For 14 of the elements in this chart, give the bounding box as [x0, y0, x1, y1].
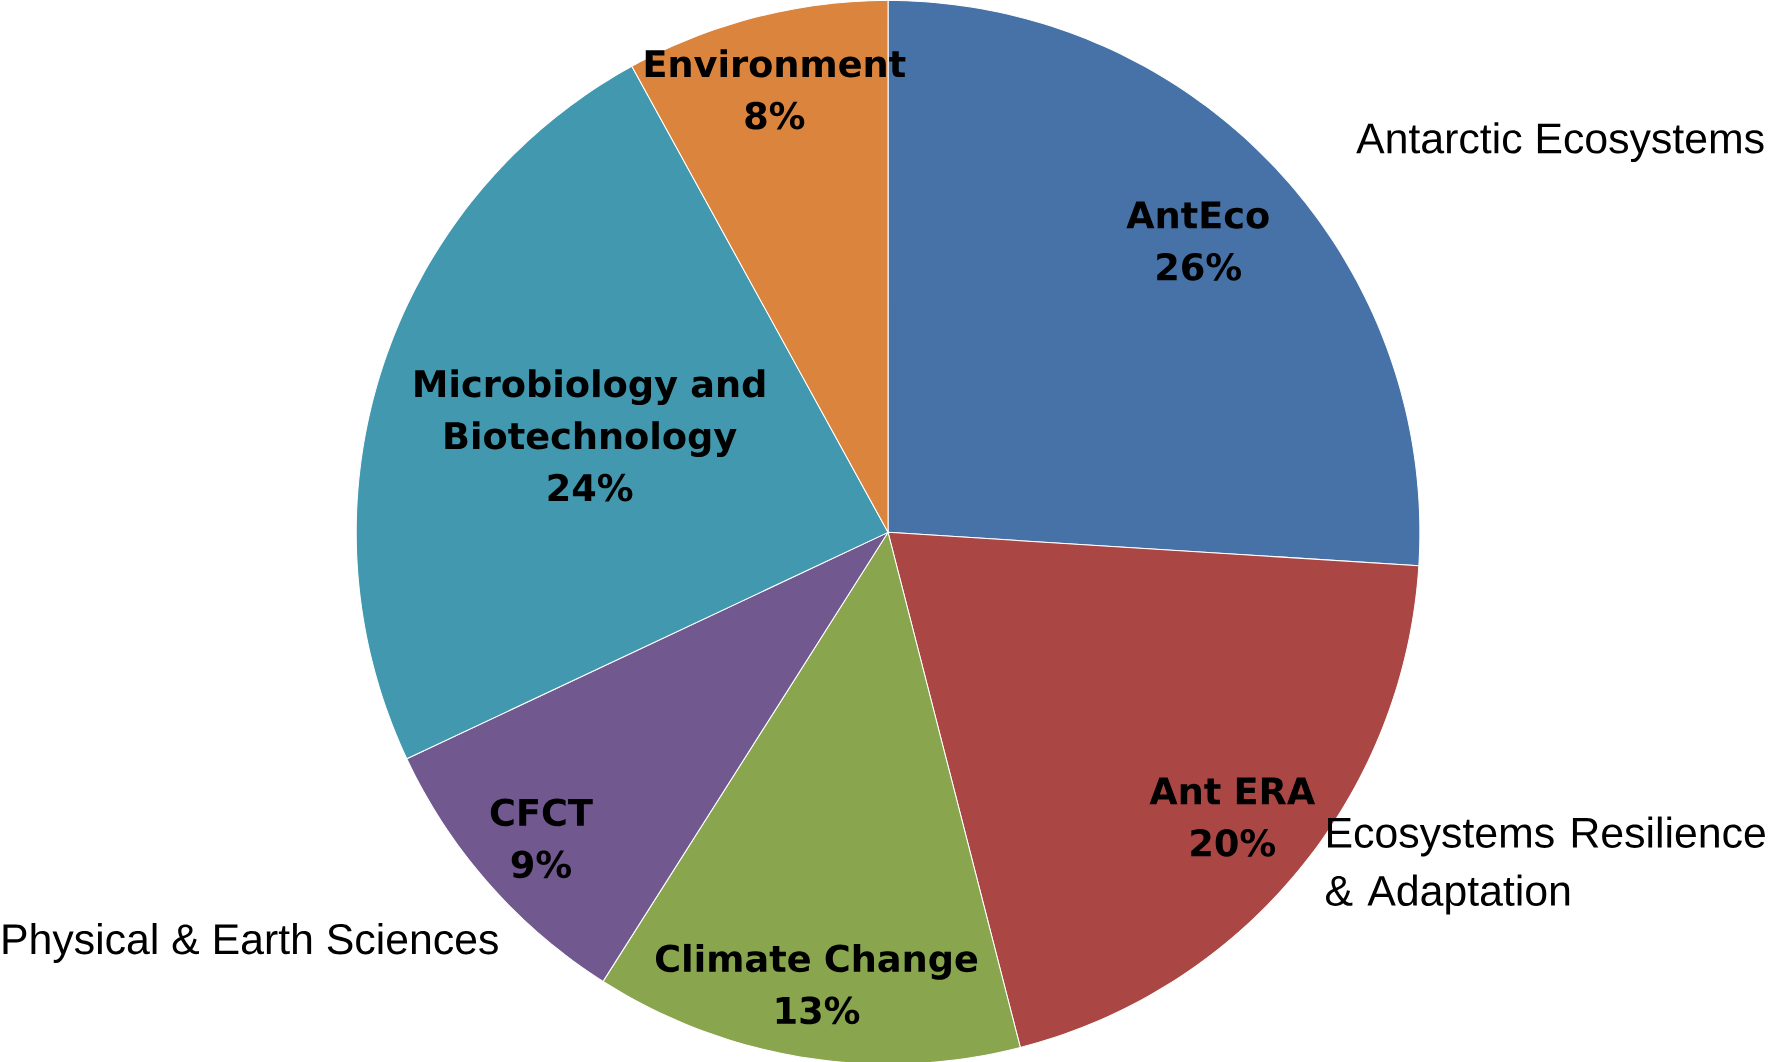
data-label: 24%: [548, 473, 633, 502]
data-label: 26%: [1157, 252, 1241, 281]
slice-label: Microbiology and Biotechnology: [415, 369, 765, 457]
slice-label: AntEco: [1126, 201, 1269, 229]
text: Antarctic Ecosystems: [1356, 122, 1764, 162]
data-label: 9%: [511, 850, 571, 879]
slice-label: Climate Change: [655, 943, 978, 980]
slice-label: Ant ERA: [1149, 777, 1316, 805]
data-label: 13%: [776, 996, 860, 1025]
slice-label: CFCT: [490, 798, 593, 827]
data-label: 8%: [745, 101, 805, 130]
text: Physical & Earth Sciences: [3, 922, 498, 963]
text: Ecosystems Resilience & Adaptation: [1326, 816, 1765, 915]
data-label: 20%: [1191, 828, 1276, 857]
